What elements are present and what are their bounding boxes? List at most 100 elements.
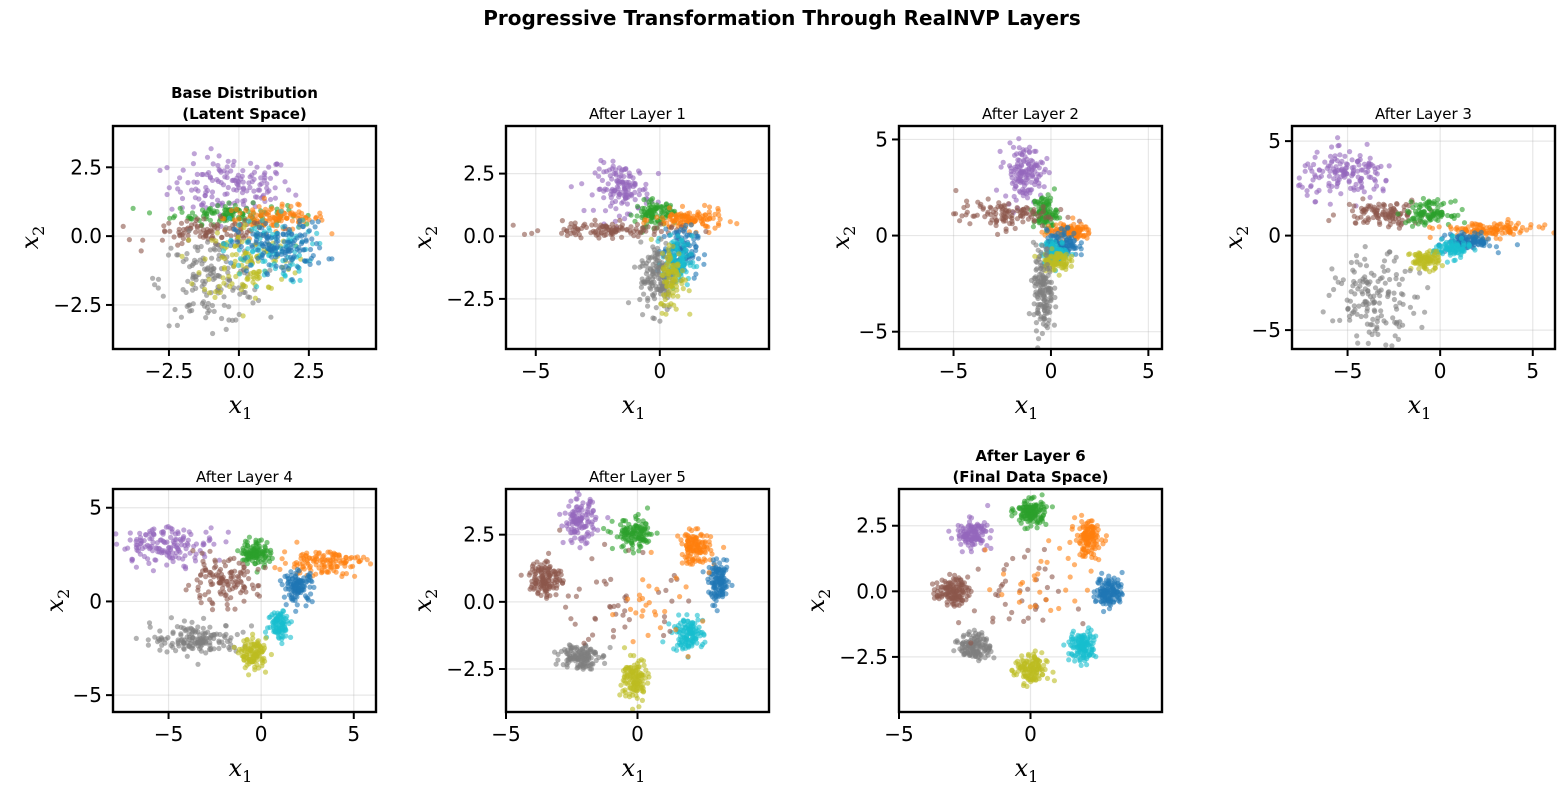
point bbox=[228, 233, 234, 239]
point bbox=[238, 286, 244, 293]
x-tick-label: 0 bbox=[255, 722, 268, 746]
point bbox=[186, 237, 192, 243]
point bbox=[164, 562, 170, 568]
point bbox=[211, 541, 217, 547]
point bbox=[197, 636, 203, 642]
point bbox=[651, 225, 658, 231]
point bbox=[566, 521, 572, 527]
x-tick-label: −5 bbox=[154, 722, 183, 746]
point bbox=[1377, 276, 1383, 282]
point bbox=[1358, 313, 1364, 320]
point bbox=[1077, 243, 1083, 249]
point bbox=[1410, 259, 1416, 265]
point bbox=[1450, 233, 1456, 239]
point bbox=[1036, 183, 1042, 189]
point bbox=[236, 646, 242, 653]
point bbox=[601, 169, 607, 175]
point bbox=[689, 233, 695, 239]
point bbox=[1067, 238, 1073, 244]
point bbox=[238, 244, 244, 250]
point bbox=[306, 228, 312, 234]
point bbox=[619, 200, 625, 206]
point bbox=[998, 164, 1004, 170]
y-axis-label-sub: 2 bbox=[422, 226, 441, 236]
point bbox=[1016, 167, 1022, 173]
point bbox=[603, 228, 609, 234]
point bbox=[189, 307, 195, 314]
point bbox=[1347, 298, 1353, 304]
y-tick-label: −2.5 bbox=[446, 287, 495, 311]
point bbox=[1007, 140, 1013, 146]
point bbox=[224, 231, 230, 237]
point bbox=[267, 175, 274, 181]
point bbox=[146, 560, 152, 567]
point bbox=[1493, 235, 1499, 241]
point bbox=[639, 205, 646, 211]
point bbox=[647, 255, 654, 261]
point bbox=[1331, 286, 1337, 293]
point bbox=[217, 289, 223, 295]
point bbox=[572, 535, 578, 541]
point bbox=[1383, 177, 1389, 183]
point bbox=[593, 222, 599, 228]
point bbox=[314, 241, 320, 247]
point bbox=[1014, 151, 1020, 157]
point bbox=[1009, 175, 1015, 181]
point bbox=[282, 560, 288, 566]
point bbox=[666, 205, 673, 211]
point bbox=[693, 271, 699, 277]
point bbox=[293, 570, 299, 576]
point bbox=[1026, 311, 1032, 317]
point bbox=[180, 167, 186, 173]
point bbox=[1335, 143, 1341, 149]
point bbox=[279, 556, 285, 562]
point bbox=[1030, 239, 1036, 245]
point bbox=[228, 635, 234, 641]
point bbox=[187, 264, 193, 270]
point bbox=[1374, 208, 1380, 214]
point bbox=[1431, 252, 1437, 258]
point bbox=[233, 251, 239, 258]
point bbox=[303, 603, 309, 609]
point bbox=[233, 206, 239, 212]
axes-frame bbox=[111, 124, 378, 351]
point bbox=[180, 287, 186, 293]
point bbox=[258, 537, 264, 543]
point bbox=[1438, 236, 1444, 242]
point bbox=[200, 625, 206, 631]
point bbox=[155, 276, 162, 282]
point bbox=[193, 229, 199, 235]
point bbox=[207, 624, 213, 630]
point bbox=[1359, 185, 1365, 191]
point bbox=[617, 217, 623, 223]
point bbox=[1402, 268, 1408, 274]
point bbox=[1371, 293, 1377, 299]
point bbox=[281, 594, 287, 600]
point bbox=[219, 254, 225, 260]
point bbox=[1070, 215, 1076, 221]
point bbox=[202, 592, 208, 598]
point bbox=[1349, 157, 1355, 163]
point bbox=[195, 188, 201, 194]
point bbox=[315, 219, 321, 225]
point bbox=[175, 242, 181, 248]
point bbox=[659, 310, 665, 316]
x-tick-label: 0.0 bbox=[223, 359, 255, 383]
point bbox=[668, 225, 674, 231]
point bbox=[259, 656, 265, 662]
point bbox=[649, 196, 656, 202]
point bbox=[266, 234, 272, 240]
point bbox=[316, 260, 322, 266]
point bbox=[266, 284, 272, 290]
point bbox=[622, 216, 628, 222]
point bbox=[226, 557, 232, 564]
point bbox=[1396, 225, 1402, 231]
point bbox=[222, 563, 228, 569]
point bbox=[129, 556, 135, 562]
point bbox=[239, 550, 245, 556]
point bbox=[1358, 176, 1364, 182]
point bbox=[1017, 189, 1023, 195]
point bbox=[1327, 168, 1333, 174]
point bbox=[1365, 203, 1371, 209]
point bbox=[172, 213, 178, 219]
